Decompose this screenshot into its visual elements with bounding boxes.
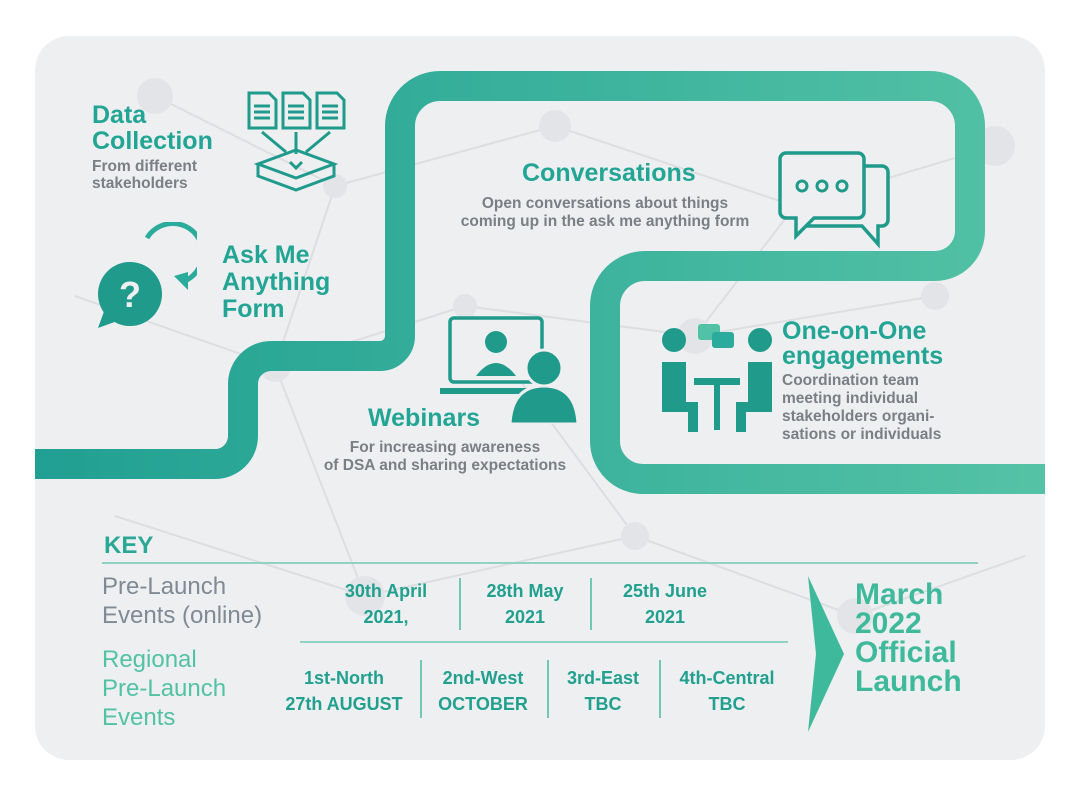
- row1-label-2: Events (online): [102, 602, 263, 629]
- row1-cell-2: 28th May 2021: [486, 581, 564, 627]
- journey-path: [35, 71, 1045, 494]
- data-collection-sub-1: From different: [92, 158, 198, 175]
- conversations-title: Conversations: [522, 159, 696, 187]
- ask-me-title-3: Form: [222, 295, 285, 323]
- launch-line-4: Launch: [855, 665, 962, 698]
- one-on-one-title-2: engagements: [782, 342, 944, 370]
- row2-sep-2: [547, 660, 549, 718]
- key-divider-top: [102, 562, 978, 564]
- meeting-table-icon: [662, 324, 772, 432]
- conversations-sub-2: coming up in the ask me anything form: [460, 213, 750, 230]
- one-on-one-sub-2: meeting individual: [782, 390, 919, 407]
- row1-sep-1: [459, 578, 461, 630]
- webinars-title: Webinars: [368, 404, 481, 432]
- conversations-sub-1: Open conversations about things: [481, 195, 729, 212]
- row1-cell-1: 30th April 2021,: [344, 581, 428, 627]
- webinar-laptop-icon: [440, 316, 580, 424]
- webinars-sub-2: of DSA and sharing expectations: [323, 457, 567, 474]
- row1-sep-2: [590, 578, 592, 630]
- row1-label-1: Pre-Launch: [102, 573, 227, 600]
- row2-label-3: Events: [102, 704, 176, 731]
- one-on-one-title-1: One-on-One: [782, 317, 927, 345]
- row2-cell-4: 4th-Central TBC: [679, 668, 775, 714]
- documents-inbox-icon: [247, 91, 346, 192]
- row2-sep-1: [420, 660, 422, 718]
- row2-label-2: Pre-Launch: [102, 675, 227, 702]
- one-on-one-sub-1: Coordination team: [782, 372, 919, 389]
- row2-cell-3: 3rd-East TBC: [566, 668, 640, 714]
- svg-text:?: ?: [119, 274, 141, 315]
- ask-me-title-2: Anything: [222, 268, 331, 296]
- data-collection-title-1: Data: [92, 101, 147, 129]
- launch-line-1: March: [855, 578, 944, 611]
- data-collection-sub-2: stakeholders: [92, 175, 188, 192]
- row2-label-1: Regional: [102, 646, 197, 673]
- question-bubble-icon: ?: [98, 222, 197, 328]
- launch-line-3: Official: [855, 636, 957, 669]
- row2-sep-3: [659, 660, 661, 718]
- row1-cell-3: 25th June 2021: [622, 581, 708, 627]
- data-collection-title-2: Collection: [92, 127, 213, 155]
- background-network: [35, 71, 1045, 634]
- row2-cell-1: 1st-North 27th AUGUST: [285, 668, 403, 714]
- launch-arrow-icon: [808, 576, 844, 732]
- webinars-sub-1: For increasing awareness: [349, 439, 541, 456]
- one-on-one-sub-3: stakeholders organi-: [782, 408, 935, 425]
- ask-me-title-1: Ask Me: [222, 241, 310, 269]
- one-on-one-sub-4: sations or individuals: [782, 426, 942, 443]
- key-title: KEY: [104, 532, 154, 559]
- infographic-card: [35, 36, 1045, 760]
- row2-cell-2: 2nd-West OCTOBER: [438, 668, 528, 714]
- chat-bubbles-icon: [778, 151, 890, 249]
- launch-line-2: 2022: [855, 607, 922, 640]
- key-divider-mid: [300, 641, 788, 643]
